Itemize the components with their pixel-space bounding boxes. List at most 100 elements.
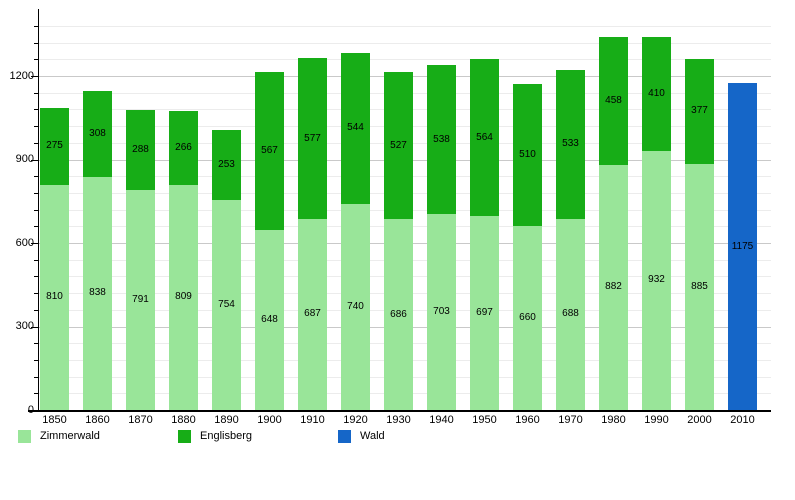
bar-segment-zimmerwald-1860 — [83, 176, 112, 410]
bar-value-label: 686 — [390, 308, 407, 320]
bar-segment-zimmerwald-1930 — [384, 219, 413, 410]
y-axis-tick — [34, 343, 38, 345]
bar-value-label: 533 — [562, 138, 579, 150]
gridline-minor — [38, 25, 771, 27]
x-tick-label-1900: 1900 — [257, 414, 282, 426]
bar-value-label: 527 — [390, 139, 407, 151]
x-tick-label-1860: 1860 — [85, 414, 110, 426]
x-tick-label-1920: 1920 — [343, 414, 368, 426]
bar-segment-englisberg-1990 — [642, 36, 671, 151]
y-axis-tick — [34, 109, 38, 111]
bar-value-label: 687 — [304, 308, 321, 320]
bar-segment-zimmerwald-1970 — [556, 218, 585, 410]
bar-segment-zimmerwald-1960 — [513, 226, 542, 410]
y-tick-label: 1200 — [9, 69, 34, 82]
bar-segment-englisberg-1900 — [255, 71, 284, 230]
legend-item-zimmerwald: Zimmerwald — [18, 429, 100, 443]
bar-segment-englisberg-1920 — [341, 52, 370, 204]
x-tick-label-1880: 1880 — [171, 414, 196, 426]
bar-segment-zimmerwald-1980 — [599, 164, 628, 410]
bar-segment-zimmerwald-1920 — [341, 204, 370, 410]
legend-label-wald: Wald — [360, 430, 385, 442]
bar-value-label: 308 — [89, 127, 106, 139]
y-tick-label: 0 — [0, 404, 34, 416]
bar-segment-zimmerwald-1910 — [298, 218, 327, 410]
y-axis-tick — [34, 126, 38, 128]
y-axis-tick — [31, 76, 38, 77]
x-tick-label-1990: 1990 — [644, 414, 669, 426]
y-axis — [38, 9, 39, 410]
bar-value-label: 510 — [519, 149, 536, 161]
bar-value-label: 882 — [605, 281, 622, 293]
bar-segment-zimmerwald-1940 — [427, 214, 456, 410]
bar-segment-zimmerwald-1990 — [642, 150, 671, 410]
bar-value-label: 567 — [261, 144, 278, 156]
bar-value-label: 377 — [691, 105, 708, 117]
bar-segment-wald-2010 — [728, 83, 757, 410]
y-axis-tick — [34, 293, 38, 295]
y-axis-tick — [34, 142, 38, 144]
bar-value-label: 660 — [519, 312, 536, 324]
chart-legend: Zimmerwald Englisberg Wald — [0, 429, 795, 449]
bar-value-label: 275 — [46, 140, 63, 152]
y-axis-tick — [31, 326, 38, 328]
bar-value-label: 253 — [218, 158, 235, 170]
y-axis-tick — [34, 59, 38, 61]
x-tick-label-1930: 1930 — [386, 414, 411, 426]
y-axis-tick — [34, 393, 38, 395]
gridline-minor — [38, 42, 771, 44]
y-tick-label: 900 — [15, 153, 34, 165]
y-axis-tick — [31, 243, 38, 244]
y-axis-tick — [34, 209, 38, 211]
x-tick-label-1980: 1980 — [601, 414, 626, 426]
legend-swatch-englisberg — [178, 429, 191, 443]
bar-segment-englisberg-1870 — [126, 109, 155, 190]
legend-label-zimmerwald: Zimmerwald — [40, 430, 100, 442]
y-axis-tick — [34, 359, 38, 361]
bar-segment-englisberg-1930 — [384, 72, 413, 220]
legend-item-englisberg: Englisberg — [178, 429, 252, 443]
bar-segment-englisberg-1970 — [556, 70, 585, 219]
bar-value-label: 458 — [605, 94, 622, 106]
bar-value-label: 809 — [175, 291, 192, 303]
x-axis — [28, 410, 771, 412]
bar-segment-englisberg-1960 — [513, 84, 542, 227]
bar-value-label: 838 — [89, 287, 106, 299]
gridline-minor — [38, 59, 771, 61]
bar-value-label: 288 — [132, 143, 149, 155]
legend-swatch-wald — [338, 429, 351, 443]
bar-segment-englisberg-1980 — [599, 37, 628, 165]
bar-value-label: 577 — [304, 132, 321, 144]
bar-value-label: 810 — [46, 291, 63, 303]
y-axis-tick — [34, 276, 38, 278]
x-tick-label-2010: 2010 — [730, 414, 755, 426]
y-axis-tick — [34, 42, 38, 44]
legend-item-wald: Wald — [338, 429, 385, 443]
legend-swatch-zimmerwald — [18, 429, 31, 443]
y-axis-tick — [34, 25, 38, 27]
bar-segment-zimmerwald-1880 — [169, 184, 198, 410]
y-tick-label: 600 — [15, 236, 34, 249]
bar-value-label: 544 — [347, 122, 364, 134]
bar-value-label: 648 — [261, 313, 278, 325]
x-tick-label-2000: 2000 — [687, 414, 712, 426]
y-axis-tick — [34, 176, 38, 178]
y-axis-tick — [34, 226, 38, 228]
bar-segment-zimmerwald-1870 — [126, 189, 155, 410]
bar-segment-englisberg-1950 — [470, 59, 499, 216]
bar-value-label: 697 — [476, 307, 493, 318]
x-tick-label-1890: 1890 — [214, 414, 239, 426]
bar-value-label: 688 — [562, 308, 579, 320]
y-axis-tick — [31, 159, 38, 161]
bar-value-label: 266 — [175, 141, 192, 153]
bar-segment-englisberg-1910 — [298, 58, 327, 219]
bar-value-label: 791 — [132, 293, 149, 305]
x-tick-label-1850: 1850 — [42, 414, 67, 426]
bar-value-label: 1175 — [731, 240, 754, 252]
bar-value-label: 538 — [433, 133, 450, 145]
bar-value-label: 740 — [347, 301, 364, 312]
x-tick-label-1950: 1950 — [472, 414, 497, 426]
bar-value-label: 703 — [433, 306, 450, 318]
